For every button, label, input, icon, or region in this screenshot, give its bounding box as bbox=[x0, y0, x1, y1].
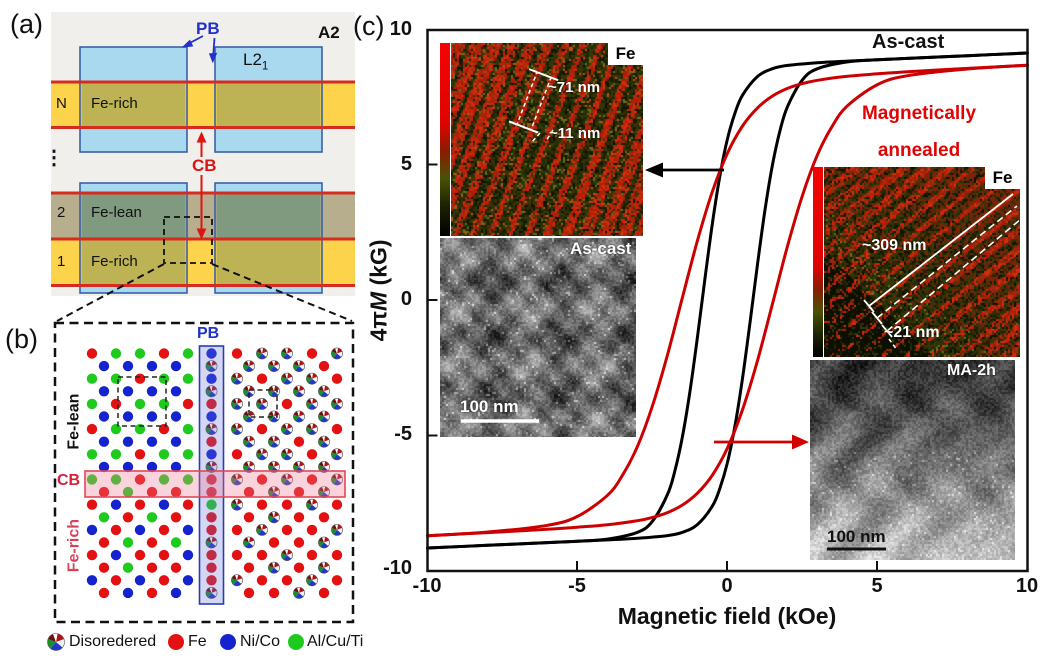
pb-label-b: PB bbox=[197, 325, 220, 342]
curve-label-annealed: Magnetically annealed bbox=[836, 95, 1002, 169]
y-tick-m10: -10 bbox=[383, 557, 412, 579]
a2-phase-label: A2 bbox=[318, 23, 340, 42]
legend-label-nico: Ni/Co bbox=[240, 633, 281, 650]
x-tick-0: 0 bbox=[721, 575, 733, 597]
layer-n-name: Fe-rich bbox=[91, 95, 138, 112]
y-tick-10: 10 bbox=[389, 18, 412, 40]
l21-sub: 1 bbox=[261, 60, 269, 73]
cb-label-b: CB bbox=[57, 472, 81, 489]
x-tick-10: 10 bbox=[1015, 575, 1039, 597]
fe-corner-label-ascast: Fe bbox=[608, 43, 643, 65]
zoom-connector-right bbox=[211, 263, 353, 322]
unit-cell-box-ordered bbox=[117, 376, 167, 427]
y-axis-label-m: M bbox=[365, 291, 392, 311]
curve-label-ascast: As-cast bbox=[872, 31, 945, 53]
x-tick-m5: -5 bbox=[568, 575, 586, 597]
layer-ellipsis: ⋮ bbox=[44, 147, 64, 169]
layer-1-index: 1 bbox=[57, 253, 66, 270]
fe-rich-region-label: Fe-rich bbox=[65, 518, 83, 573]
y-axis-label-prefix: 4π bbox=[365, 310, 392, 342]
measure-71nm-label: ~71 nm bbox=[548, 79, 601, 96]
cb-label-a: CB bbox=[189, 156, 220, 176]
measure-21nm-label: ~21 nm bbox=[884, 324, 940, 341]
atom-lattice bbox=[86, 347, 343, 599]
y-tick-0: 0 bbox=[400, 288, 412, 310]
fe-corner-label-annealed: Fe bbox=[985, 167, 1020, 189]
curve-label-annealed-line2: annealed bbox=[877, 140, 961, 161]
axis-ticks bbox=[427, 163, 878, 571]
legend-label-disordered: Disoredered bbox=[69, 633, 157, 650]
x-tick-5: 5 bbox=[871, 575, 883, 597]
scalebar-label-annealed: 100 nm bbox=[827, 527, 886, 546]
ma2h-inset-label: MA-2h bbox=[947, 362, 996, 379]
y-axis-label: 4πM (kG) bbox=[365, 210, 392, 370]
legend-label-fe: Fe bbox=[188, 633, 207, 650]
panel-a-schematic bbox=[51, 12, 355, 322]
panel-b-lattice bbox=[47, 321, 355, 651]
tem-image-annealed bbox=[810, 360, 1015, 560]
pb-label-a: PB bbox=[196, 19, 220, 38]
cb-band bbox=[84, 470, 346, 498]
panel-a-label: (a) bbox=[10, 9, 43, 39]
scalebar-label-ascast: 100 nm bbox=[460, 397, 519, 416]
l21-phase-label: L21 bbox=[243, 50, 269, 73]
layer-1-name: Fe-rich bbox=[91, 253, 138, 270]
measure-309nm-label: ~309 nm bbox=[862, 237, 927, 254]
panel-c-label: (c) bbox=[353, 11, 385, 41]
fe-lean-region-label: Fe-lean bbox=[65, 393, 83, 450]
x-tick-m10: -10 bbox=[412, 575, 442, 597]
layer-n-index: N bbox=[56, 95, 67, 112]
legend-swatches bbox=[47, 633, 304, 651]
l21-base: L2 bbox=[243, 50, 262, 69]
measure-11nm-label: ~11 nm bbox=[549, 125, 601, 142]
y-tick-m5: -5 bbox=[394, 423, 412, 445]
pb-band bbox=[198, 345, 225, 605]
eds-map-ascast bbox=[451, 43, 643, 236]
cb-arrow bbox=[196, 131, 207, 240]
zoom-connector-left bbox=[56, 263, 165, 322]
zoom-box bbox=[163, 216, 213, 264]
y-axis-label-suffix: (kG) bbox=[365, 239, 392, 292]
eds-colorbar-ascast bbox=[440, 43, 450, 236]
y-tick-5: 5 bbox=[400, 153, 412, 175]
x-axis-label: Magnetic field (kOe) bbox=[617, 603, 837, 629]
curve-label-annealed-line1: Magnetically bbox=[861, 103, 977, 124]
legend-label-alcuti: Al/Cu/Ti bbox=[307, 633, 364, 650]
cb-lines bbox=[51, 80, 355, 287]
layer-2-index: 2 bbox=[57, 204, 66, 221]
pb-arrows bbox=[181, 35, 218, 64]
tem-image-ascast bbox=[440, 238, 636, 437]
ascast-inset-label: As-cast bbox=[570, 239, 632, 258]
layer-2-name: Fe-lean bbox=[91, 204, 142, 221]
panel-b-label: (b) bbox=[5, 324, 38, 354]
eds-colorbar-annealed bbox=[813, 167, 823, 357]
unit-cell-box-disordered bbox=[248, 389, 278, 418]
